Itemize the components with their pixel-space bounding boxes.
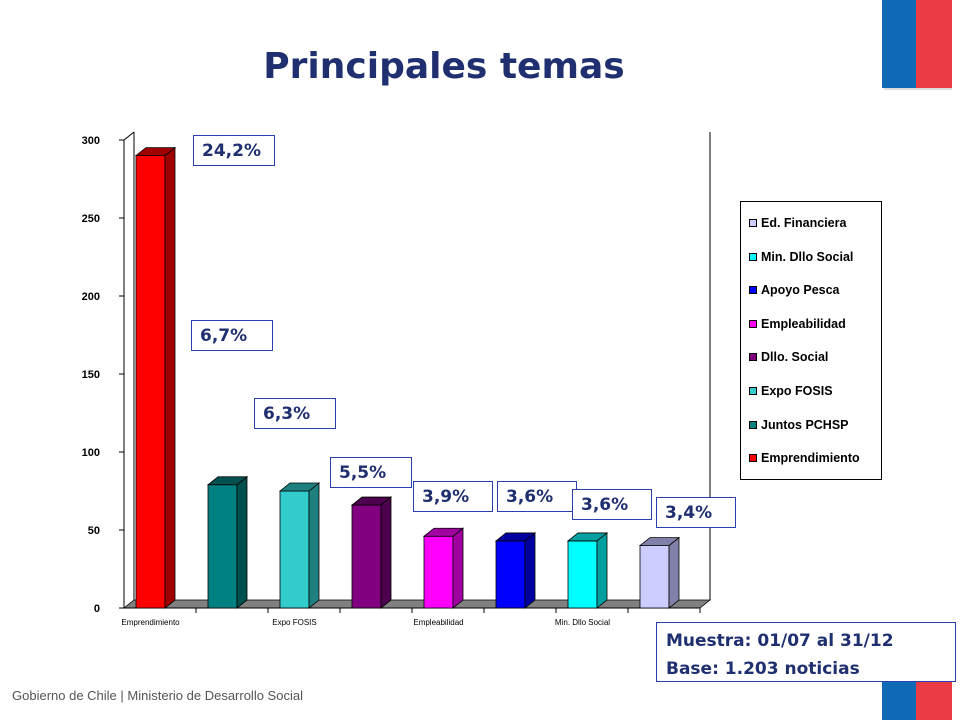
bar-side xyxy=(524,532,536,609)
legend-label: Dllo. Social xyxy=(761,350,829,365)
bar-juntos-pchsp xyxy=(207,484,238,609)
legend-label: Ed. Financiera xyxy=(761,216,847,230)
percent-label: 24,2% xyxy=(193,135,275,166)
legend-swatch xyxy=(749,387,757,395)
bar-top xyxy=(278,482,321,492)
bar-top xyxy=(494,532,537,542)
bar-side xyxy=(668,536,680,609)
legend-label: Empleabilidad xyxy=(761,316,846,331)
bar-top xyxy=(422,527,465,537)
percent-label: 6,7% xyxy=(191,320,273,351)
legend-item: Ed. Financiera xyxy=(749,216,846,230)
y-tick-label: 100 xyxy=(82,447,100,459)
bar-side xyxy=(308,482,320,609)
legend-label: Emprendimiento xyxy=(761,451,860,466)
legend-swatch xyxy=(749,286,757,295)
percent-label: 3,6% xyxy=(572,489,652,520)
bar-ed-financiera xyxy=(639,545,670,609)
y-tick-label: 200 xyxy=(82,291,100,303)
legend-swatch xyxy=(749,454,757,463)
legend-label: Apoyo Pesca xyxy=(761,283,840,298)
bar-top xyxy=(566,532,609,542)
legend-item: Emprendimiento xyxy=(749,451,860,465)
legend-swatch xyxy=(749,252,757,261)
x-tick-label: Empleabilidad xyxy=(413,618,463,627)
bar-top xyxy=(350,496,393,506)
sample-base: Base: 1.203 noticias xyxy=(666,659,860,679)
y-tick-label: 300 xyxy=(82,135,100,147)
bar-expo-fosis xyxy=(279,490,310,609)
legend-swatch xyxy=(749,319,757,328)
x-tick-label: Expo FOSIS xyxy=(272,618,316,627)
legend-item: Expo FOSIS xyxy=(749,384,833,398)
bar-side xyxy=(164,146,176,609)
bar-min-dllo-social xyxy=(567,540,598,609)
legend-swatch xyxy=(749,219,757,227)
legend-item: Dllo. Social xyxy=(749,350,828,364)
legend-label: Expo FOSIS xyxy=(761,384,833,398)
legend-label: Min. Dllo Social xyxy=(761,249,854,264)
bar-top xyxy=(134,147,177,157)
sample-info-box: Muestra: 01/07 al 31/12 Base: 1.203 noti… xyxy=(656,622,956,682)
x-tick-label: Min. Dllo Social xyxy=(555,618,610,627)
percent-label: 5,5% xyxy=(330,457,412,488)
x-tick-label: Emprendimiento xyxy=(121,618,180,627)
y-tick-label: 0 xyxy=(94,603,100,615)
legend-swatch xyxy=(749,420,757,429)
percent-label: 3,9% xyxy=(413,481,493,512)
bar-top xyxy=(206,476,249,486)
y-axis-top-edge xyxy=(123,131,135,141)
legend-item: Min. Dllo Social xyxy=(749,250,853,264)
bar-top xyxy=(638,537,681,546)
y-tick-label: 150 xyxy=(82,369,100,381)
flag-logo-top xyxy=(882,0,952,90)
percent-label: 3,6% xyxy=(497,481,577,512)
legend-item: Apoyo Pesca xyxy=(749,283,840,297)
bar-empleabilidad xyxy=(423,535,454,609)
y-tick-label: 250 xyxy=(82,213,100,225)
legend-swatch xyxy=(749,353,757,362)
y-tick-label: 50 xyxy=(88,525,100,537)
bar-side xyxy=(380,496,392,609)
bar-side xyxy=(236,475,248,609)
bar-apoyo-pesca xyxy=(495,540,526,609)
bar-side xyxy=(452,527,464,609)
percent-label: 6,3% xyxy=(254,398,336,429)
legend-item: Juntos PCHSP xyxy=(749,418,849,432)
page-title: Principales temas xyxy=(263,46,625,87)
legend-label: Juntos PCHSP xyxy=(761,417,849,432)
bar-side xyxy=(596,532,608,609)
chart-legend: Ed. Financiera Min. Dllo Social Apoyo Pesc… xyxy=(740,201,882,480)
sample-period: Muestra: 01/07 al 31/12 xyxy=(666,631,894,651)
legend-item: Empleabilidad xyxy=(749,317,846,331)
bar-emprendimiento xyxy=(135,155,166,609)
percent-label: 3,4% xyxy=(656,497,736,528)
footer-text: Gobierno de Chile | Ministerio de Desarr… xyxy=(12,688,303,703)
bar-dllo-social xyxy=(351,504,382,609)
